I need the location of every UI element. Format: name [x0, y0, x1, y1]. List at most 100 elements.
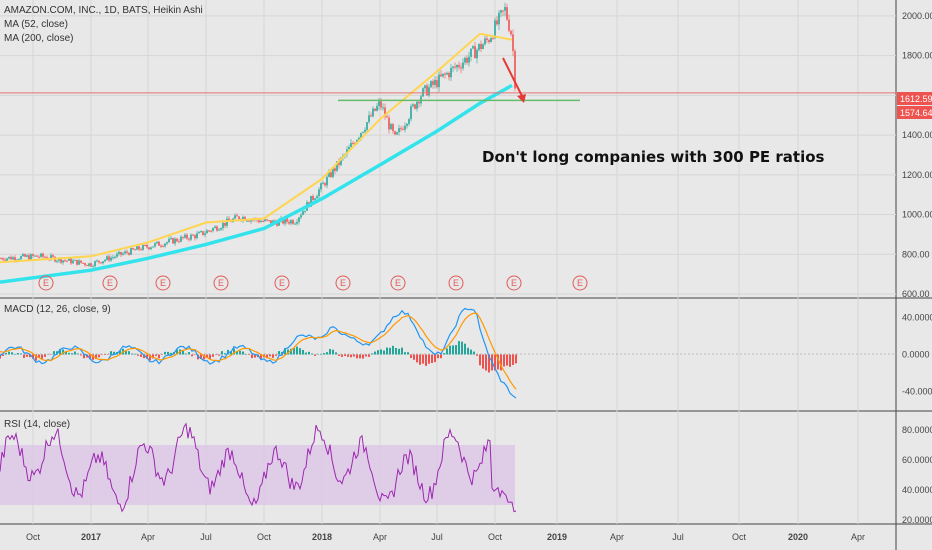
macd-histogram-bar: [488, 354, 490, 373]
candle-body: [510, 30, 512, 35]
candle-body: [352, 142, 354, 144]
candle-body: [76, 259, 78, 265]
earnings-e-icon: [213, 275, 229, 291]
macd-histogram-bar: [341, 354, 343, 357]
macd-histogram-bar: [113, 351, 115, 355]
earnings-e-label: E: [453, 278, 459, 288]
candle-body: [170, 238, 172, 240]
candle-body: [94, 261, 96, 267]
candle-body: [382, 107, 384, 109]
ma200-line[interactable]: [0, 83, 513, 284]
earnings-e-label: E: [511, 278, 517, 288]
rsi-line[interactable]: [0, 422, 517, 513]
ma52-line[interactable]: [0, 32, 513, 264]
down-arrow-icon[interactable]: [502, 57, 526, 103]
candle-body: [490, 38, 492, 42]
macd-histogram-bar: [401, 347, 403, 355]
candle-body: [140, 249, 142, 251]
macd-histogram-bar: [314, 354, 316, 356]
macd-histogram-bar: [8, 351, 10, 355]
macd-histogram-bar: [278, 351, 280, 355]
macd-histogram-bar: [41, 354, 43, 359]
candle-body: [296, 221, 298, 224]
candle-body: [208, 230, 210, 232]
candle-body: [90, 263, 92, 267]
macd-histogram-bar: [272, 354, 274, 358]
chart-annotation[interactable]: Don't long companies with 300 PE ratios: [482, 148, 825, 166]
candle-body: [434, 79, 436, 85]
symbol-title[interactable]: AMAZON.COM, INC., 1D, BATS, Heikin Ashi: [4, 5, 203, 16]
price-tick-label: 1200.00: [902, 170, 932, 180]
candle-body: [428, 87, 430, 96]
candle-body: [168, 238, 170, 243]
candle-body: [210, 230, 212, 232]
candle-body: [330, 172, 332, 177]
ma200-legend[interactable]: MA (200, close): [4, 33, 73, 44]
svg-text:1612.59: 1612.59: [900, 94, 932, 104]
candle-body: [498, 12, 500, 25]
time-tick-label: Oct: [732, 532, 747, 542]
time-tick-label: 2019: [547, 532, 567, 542]
candle-body: [284, 218, 286, 224]
candle-body: [18, 259, 20, 261]
candle-body: [96, 260, 98, 262]
candle-body: [410, 106, 412, 120]
candle-body: [318, 189, 320, 197]
candle-body: [118, 251, 120, 254]
macd-signal-line[interactable]: [0, 312, 517, 390]
price-tick-label: 800.00: [902, 249, 930, 259]
macd-tick-label: 40.0000: [902, 313, 932, 323]
macd-line[interactable]: [0, 307, 517, 399]
macd-histogram-bar: [233, 348, 235, 355]
time-axis-labels: Oct 2017 Apr Jul Oct 2018 Apr Jul Oct 2019 Apr Jul O…: [26, 532, 865, 542]
macd-histogram-bar: [11, 352, 13, 355]
candle-body: [492, 38, 494, 40]
candle-body: [372, 108, 374, 117]
candle-body: [12, 257, 14, 260]
candle-body: [174, 238, 176, 244]
candle-body: [340, 157, 342, 165]
candle-body: [300, 214, 302, 218]
macd-histogram-bar: [368, 354, 370, 357]
candle-body: [316, 196, 318, 199]
macd-histogram-bar: [404, 352, 406, 355]
candle-body: [172, 238, 174, 244]
macd-histogram-bar: [377, 350, 379, 355]
macd-histogram-bar: [410, 354, 412, 359]
macd-histogram-bar: [461, 341, 463, 355]
candle-body: [70, 258, 72, 264]
rsi-axis-labels: 80.0000 60.0000 40.0000 20.0000: [902, 425, 932, 525]
candle-body: [466, 57, 468, 63]
candle-body: [440, 74, 442, 77]
macd-histogram-bar: [29, 354, 31, 358]
macd-histogram-bar: [83, 354, 85, 359]
candle-body: [158, 241, 160, 246]
macd-histogram-bar: [293, 348, 295, 355]
macd-histogram-bar: [287, 349, 289, 355]
candle-body: [270, 220, 272, 225]
time-tick-label: Apr: [610, 532, 624, 542]
ma52-legend[interactable]: MA (52, close): [4, 19, 68, 30]
candle-body: [116, 253, 118, 257]
rsi-legend[interactable]: RSI (14, close): [4, 419, 70, 430]
candle-body: [2, 258, 4, 260]
candle-body: [66, 260, 68, 262]
macd-histogram-bar: [494, 354, 496, 371]
macd-histogram-bar: [374, 351, 376, 355]
macd-histogram-bar: [158, 354, 160, 359]
macd-histogram-bar: [425, 354, 427, 366]
macd-tick-label: -40.0000: [902, 387, 932, 397]
candle-body: [336, 161, 338, 171]
macd-legend[interactable]: MACD (12, 26, close, 9): [4, 304, 111, 315]
macd-histogram-bar: [446, 348, 448, 355]
macd-histogram-bar: [74, 351, 76, 355]
macd-histogram-bar: [437, 354, 439, 359]
macd-histogram-bar: [155, 354, 157, 356]
macd-histogram-bar: [407, 352, 409, 355]
grid-lines: [0, 0, 896, 524]
earnings-e-label: E: [107, 278, 113, 288]
candle-body: [262, 221, 264, 223]
macd-histogram-bar: [101, 354, 103, 355]
